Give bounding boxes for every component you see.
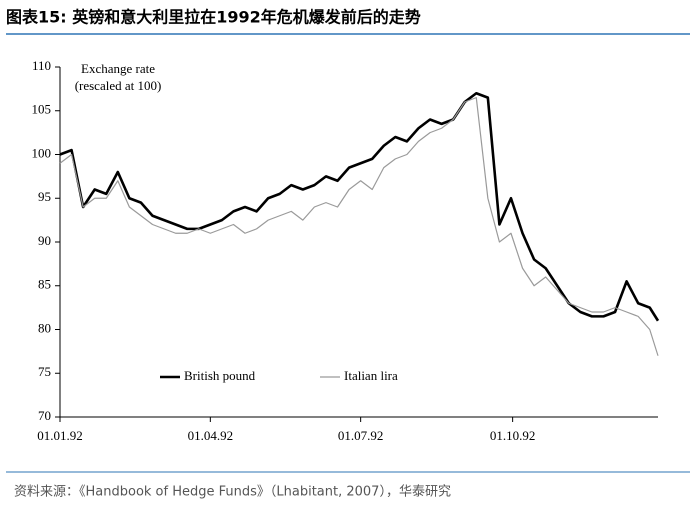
legend-label: Italian lira (344, 368, 398, 383)
x-tick-label: 01.07.92 (338, 428, 384, 443)
y-label: Exchange rate (81, 61, 155, 76)
chart-title: 图表15: 英镑和意大利里拉在1992年危机爆发前后的走势 (6, 8, 421, 27)
y-tick-label: 90 (38, 233, 51, 248)
legend-label: British pound (184, 368, 256, 383)
y-tick-label: 105 (32, 102, 52, 117)
y-tick-label: 75 (38, 364, 51, 379)
y-tick-label: 85 (38, 277, 51, 292)
x-tick-label: 01.01.92 (37, 428, 83, 443)
series-line (59, 97, 659, 356)
x-tick-label: 01.10.92 (490, 428, 536, 443)
series-line (59, 91, 660, 322)
y-tick-label: 110 (32, 58, 51, 73)
y-tick-label: 100 (32, 145, 52, 160)
y-tick-label: 80 (38, 320, 51, 335)
source: 资料来源：《Handbook of Hedge Funds》（Lhabitant… (14, 485, 451, 500)
x-tick-label: 01.04.92 (188, 428, 234, 443)
y-tick-label: 70 (38, 408, 51, 423)
y-tick-label: 95 (38, 189, 51, 204)
y-label: (rescaled at 100) (75, 78, 162, 93)
